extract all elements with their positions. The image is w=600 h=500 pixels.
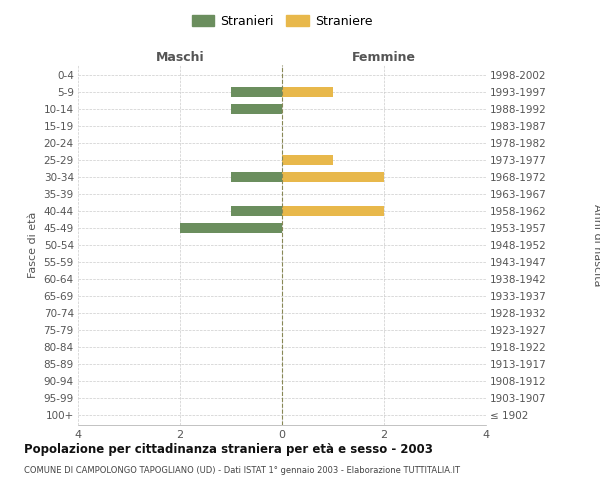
Text: COMUNE DI CAMPOLONGO TAPOGLIANO (UD) - Dati ISTAT 1° gennaio 2003 - Elaborazione: COMUNE DI CAMPOLONGO TAPOGLIANO (UD) - D… xyxy=(24,466,460,475)
Bar xyxy=(180,224,282,232)
Text: Femmine: Femmine xyxy=(352,51,416,64)
Bar xyxy=(231,88,282,97)
Bar xyxy=(231,104,282,114)
Y-axis label: Anni di nascita: Anni di nascita xyxy=(592,204,600,286)
Bar xyxy=(282,206,384,216)
Bar xyxy=(282,88,333,97)
Bar xyxy=(282,156,333,165)
Bar xyxy=(282,172,384,182)
Text: Popolazione per cittadinanza straniera per età e sesso - 2003: Popolazione per cittadinanza straniera p… xyxy=(24,442,433,456)
Legend: Stranieri, Straniere: Stranieri, Straniere xyxy=(188,11,376,32)
Y-axis label: Fasce di età: Fasce di età xyxy=(28,212,38,278)
Text: Maschi: Maschi xyxy=(155,51,205,64)
Bar xyxy=(231,206,282,216)
Bar xyxy=(231,172,282,182)
